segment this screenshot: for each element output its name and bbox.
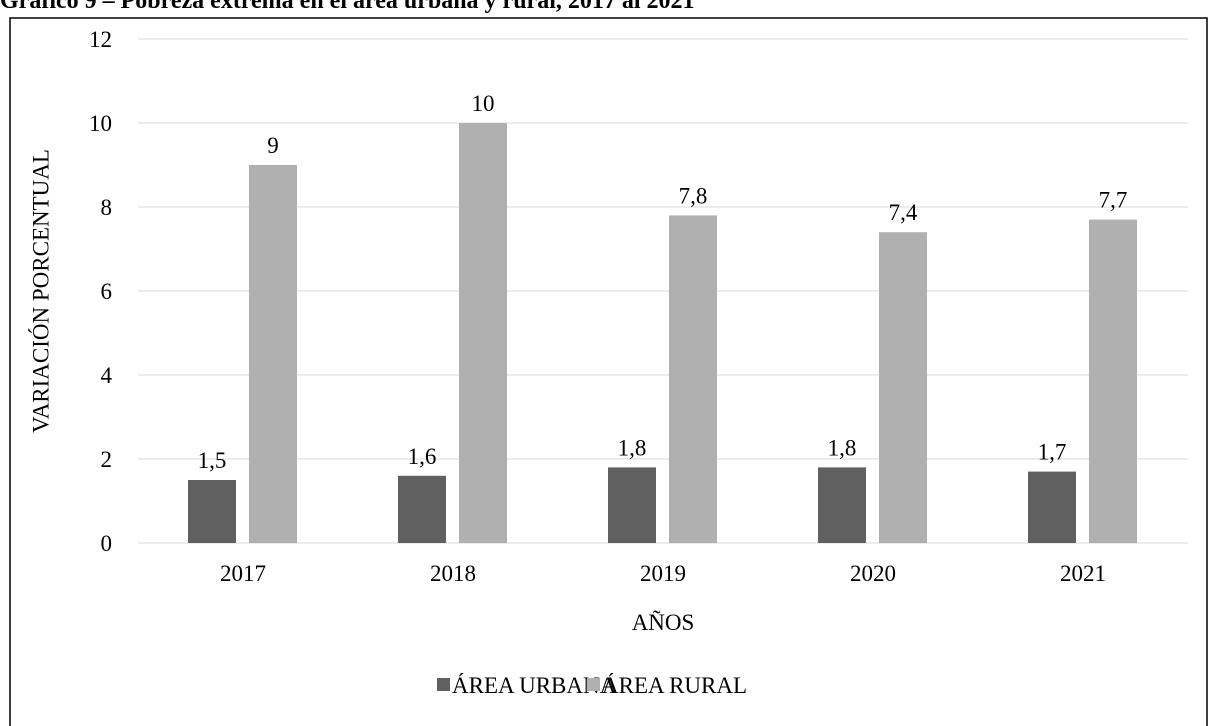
x-tick-label: 2021 xyxy=(1060,561,1106,586)
x-tick-label: 2020 xyxy=(850,561,896,586)
y-tick-label: 8 xyxy=(101,195,113,220)
x-axis-label: AÑOS xyxy=(632,610,695,635)
y-tick-label: 4 xyxy=(101,363,113,388)
bar xyxy=(818,467,866,543)
legend-swatch xyxy=(437,678,450,691)
bar xyxy=(398,475,446,543)
y-tick-label: 12 xyxy=(89,27,112,52)
bar xyxy=(1028,471,1076,543)
data-label: 1,5 xyxy=(198,448,227,473)
data-label: 1,6 xyxy=(408,444,437,469)
y-tick-label: 0 xyxy=(101,531,113,556)
bar xyxy=(188,480,236,543)
y-tick-label: 2 xyxy=(101,447,113,472)
data-label: 7,7 xyxy=(1099,188,1128,213)
y-tick-label: 6 xyxy=(101,279,113,304)
data-label: 7,8 xyxy=(679,183,708,208)
data-label: 1,7 xyxy=(1038,440,1067,465)
y-tick-label: 10 xyxy=(89,111,112,136)
bar xyxy=(1089,219,1137,543)
bar xyxy=(608,467,656,543)
legend-swatch xyxy=(587,678,600,691)
bar xyxy=(249,165,297,543)
legend-label: ÁREA RURAL xyxy=(602,673,747,698)
bar xyxy=(459,123,507,543)
x-tick-label: 2019 xyxy=(640,561,686,586)
data-label: 9 xyxy=(267,133,279,158)
y-axis-label: VARIACIÓN PORCENTUAL xyxy=(27,149,53,433)
data-label: 1,8 xyxy=(828,435,857,460)
bar xyxy=(669,215,717,543)
data-label: 10 xyxy=(472,91,495,116)
chart-frame xyxy=(9,17,1208,726)
x-tick-label: 2018 xyxy=(430,561,476,586)
bar xyxy=(879,232,927,543)
chart-title: Gráfico 9 – Pobreza extrema en el área u… xyxy=(0,0,695,14)
x-tick-label: 2017 xyxy=(220,561,266,586)
data-label: 1,8 xyxy=(618,435,647,460)
data-label: 7,4 xyxy=(889,200,918,225)
